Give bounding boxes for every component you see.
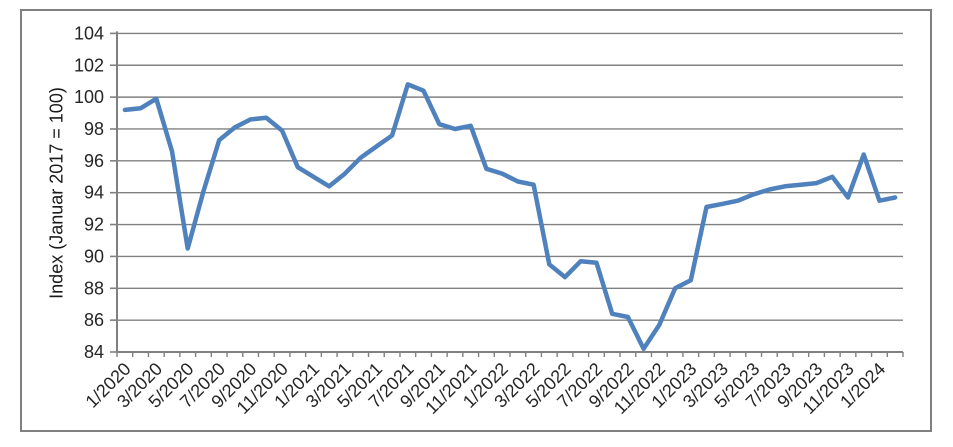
y-tick-label: 98 — [84, 119, 104, 139]
y-tick-label: 92 — [84, 215, 104, 235]
y-tick-label: 94 — [84, 183, 104, 203]
y-tick-label: 104 — [74, 23, 104, 43]
y-tick-label: 86 — [84, 310, 104, 330]
y-tick-label: 84 — [84, 342, 104, 362]
y-axis-title: Index (Januar 2017 = 100) — [46, 87, 67, 299]
y-tick-label: 90 — [84, 246, 104, 266]
y-tick-label: 96 — [84, 151, 104, 171]
chart-frame — [20, 9, 932, 432]
y-tick-label: 102 — [74, 55, 104, 75]
y-tick-label: 88 — [84, 278, 104, 298]
data-line — [122, 82, 898, 352]
y-tick-label: 100 — [74, 87, 104, 107]
